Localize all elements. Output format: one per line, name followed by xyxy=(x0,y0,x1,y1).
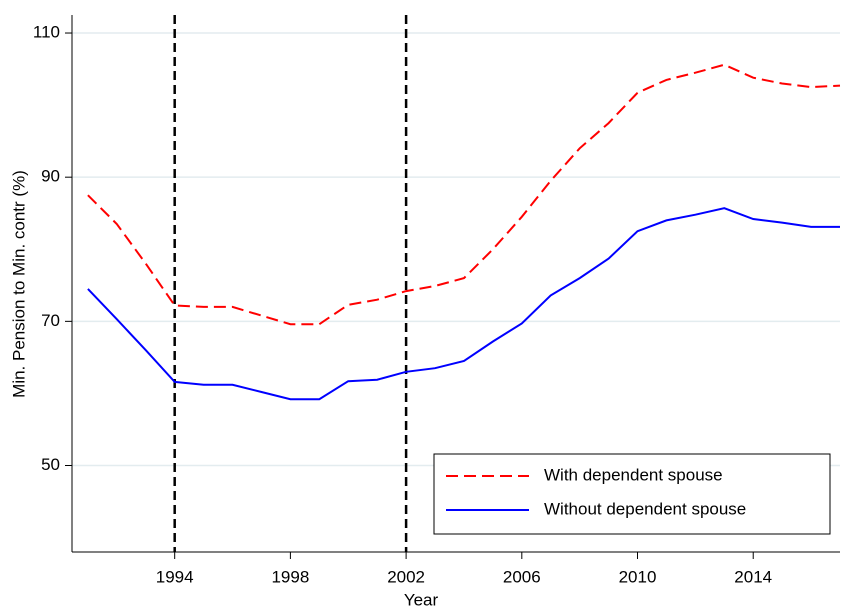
x-tick-label: 2002 xyxy=(387,567,425,586)
legend-label: Without dependent spouse xyxy=(544,499,746,518)
x-tick-label: 1998 xyxy=(271,567,309,586)
legend-box xyxy=(433,453,831,535)
y-axis-title: Min. Pension to Min. contr (%) xyxy=(9,170,28,398)
x-tick-label: 1994 xyxy=(156,567,194,586)
x-tick-label: 2014 xyxy=(734,567,772,586)
x-tick-label: 2010 xyxy=(619,567,657,586)
y-tick-label: 110 xyxy=(33,23,60,42)
y-tick-label: 90 xyxy=(41,167,60,186)
y-tick-label: 70 xyxy=(41,311,60,330)
legend-label: With dependent spouse xyxy=(544,465,723,484)
data-line xyxy=(87,63,841,326)
legend: With dependent spouse Without dependent s… xyxy=(433,453,831,535)
y-tick-label: 50 xyxy=(41,455,60,474)
x-tick-label: 2006 xyxy=(503,567,541,586)
data-line xyxy=(87,207,840,401)
x-axis-title: Year xyxy=(404,590,439,609)
